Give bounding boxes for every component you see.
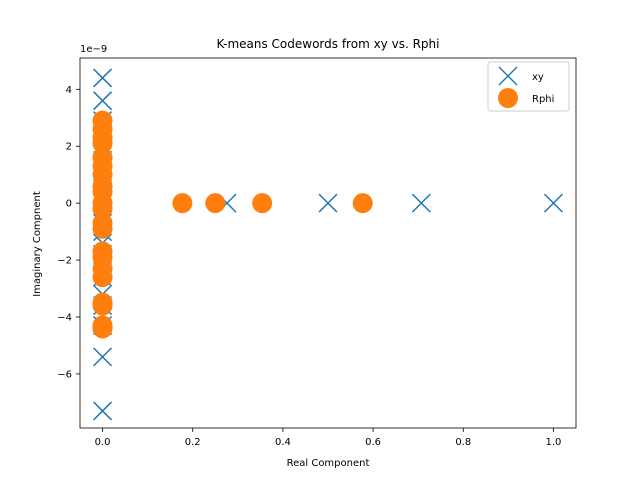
data-point-x-marker <box>543 193 563 213</box>
y-tick-label: 0 <box>66 199 72 210</box>
data-point-circle-marker <box>205 193 226 214</box>
data-point-circle-marker <box>92 218 113 239</box>
data-point-x-marker <box>93 401 113 421</box>
x-tick-label: 0.0 <box>95 437 111 448</box>
data-point-x-marker <box>93 347 113 367</box>
legend-circle-marker <box>498 88 518 108</box>
y-tick-label: 4 <box>66 85 72 96</box>
data-point-x-marker <box>318 193 338 213</box>
y-tick-label: 2 <box>66 142 72 153</box>
x-tick-label: 0.6 <box>365 437 381 448</box>
data-point-circle-marker <box>352 193 373 214</box>
data-point-circle-marker <box>92 198 113 219</box>
legend-label-xy: xy <box>532 72 544 83</box>
legend-x-marker <box>498 66 518 86</box>
x-tick-label: 1.0 <box>546 437 562 448</box>
data-point-x-marker <box>93 91 113 111</box>
legend: xy Rphi <box>487 61 570 112</box>
y-axis-offset-label: 1e−9 <box>80 44 107 55</box>
data-point-circle-marker <box>92 318 113 339</box>
legend-marker-rphi <box>498 88 518 108</box>
legend-label-rphi: Rphi <box>532 94 554 105</box>
y-axis-label: Imaginary Compnent <box>32 191 43 297</box>
x-tick-label: 0.8 <box>455 437 471 448</box>
y-tick-label: −6 <box>57 369 72 380</box>
data-point-x-marker <box>411 193 431 213</box>
data-point-x-marker <box>93 68 113 88</box>
y-tick-label: −2 <box>57 256 72 267</box>
data-point-circle-marker <box>92 295 113 316</box>
series-rphi <box>92 110 373 339</box>
data-point-circle-marker <box>92 133 113 154</box>
data-point-circle-marker <box>172 193 193 214</box>
data-point-circle-marker <box>92 267 113 288</box>
x-tick-label: 0.4 <box>275 437 291 448</box>
x-axis-label: Real Component <box>287 458 370 469</box>
chart-title: K-means Codewords from xy vs. Rphi <box>217 37 440 51</box>
axes-frame <box>79 57 577 429</box>
data-point-circle-marker <box>252 193 273 214</box>
y-tick-label: −4 <box>57 313 72 324</box>
x-tick-label: 0.2 <box>185 437 201 448</box>
plot-area: 0.0 0.2 0.4 0.6 0.8 1.0 −6 −4 −2 0 2 4 <box>57 57 577 448</box>
legend-marker-xy <box>498 66 518 86</box>
